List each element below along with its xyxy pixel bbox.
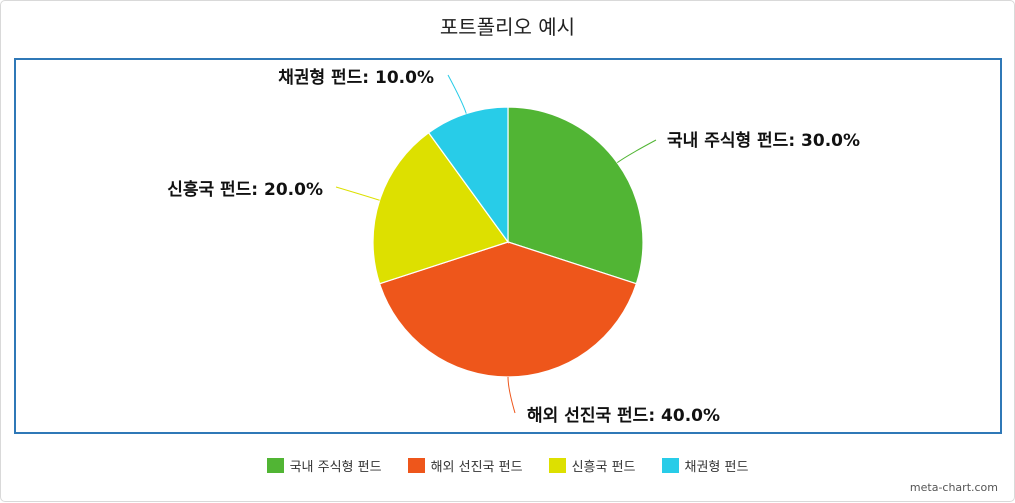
legend-item-bond[interactable]: 채권형 펀드 [661,456,749,475]
slice-label-developed-overseas: 해외 선진국 펀드: 40.0% [527,406,720,426]
label-connector-developed-overseas [507,376,516,414]
label-connector-emerging [335,186,380,201]
pie-slice-domestic-equity[interactable] [507,106,644,285]
legend-swatch [548,458,566,473]
legend-swatch [661,458,679,473]
legend-item-developed-overseas[interactable]: 해외 선진국 펀드 [407,456,523,475]
label-connector-bond [447,74,467,114]
chart-title: 포트폴리오 예시 [439,15,576,39]
legend-label: 해외 선진국 펀드 [430,460,523,475]
slice-label-bond: 채권형 펀드: 10.0% [278,67,434,88]
legend: 국내 주식형 펀드 해외 선진국 펀드 신흥국 펀드 채권형 펀드 [1,456,1014,475]
legend-label: 국내 주식형 펀드 [289,460,382,475]
credit-text[interactable]: meta-chart.com [909,481,998,494]
legend-label: 채권형 펀드 [684,460,749,475]
legend-item-emerging[interactable]: 신흥국 펀드 [548,456,636,475]
pie-slice-bond[interactable] [427,106,509,244]
legend-label: 신흥국 펀드 [571,460,636,475]
legend-item-domestic-equity[interactable]: 국내 주식형 펀드 [266,456,382,475]
plot-area [14,58,1002,434]
slice-label-emerging: 신흥국 펀드: 20.0% [167,179,323,200]
label-connector-domestic-equity [616,139,657,164]
slice-label-domestic-equity: 국내 주식형 펀드: 30.0% [667,130,860,151]
legend-swatch [266,458,284,473]
legend-swatch [407,458,425,473]
